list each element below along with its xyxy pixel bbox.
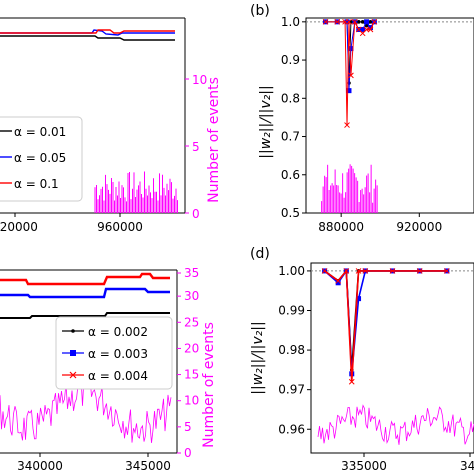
panel-d-y-tick-label: 0.97 — [278, 383, 305, 397]
panel-b-label: (b) — [250, 3, 270, 19]
panel-a-legend-2: α = 0.1 — [14, 177, 59, 191]
panel-a-legend-1: α = 0.05 — [14, 151, 66, 165]
panel-d-point — [335, 280, 341, 286]
panel-b-point — [351, 18, 358, 25]
panel-c-series-black — [0, 312, 170, 319]
panel-d-y-tick-label: 0.96 — [278, 422, 305, 436]
panel-d-point — [348, 378, 355, 385]
panel-b-series — [322, 18, 378, 128]
panel-a-event-histogram — [94, 171, 178, 213]
panel-c-series-blue — [0, 287, 170, 299]
panel-a-y2-tick-10: 10 — [192, 73, 207, 87]
panel-b-point — [322, 18, 329, 25]
panel-c-y2-ticks: 0 5 10 15 20 25 30 35 — [177, 266, 199, 460]
panel-d-event-histogram — [317, 404, 474, 445]
panel-b-point — [364, 23, 369, 28]
panel-d-y-label: ||w₂||/||v₂|| — [250, 321, 266, 394]
panel-b-point — [344, 19, 350, 25]
panel-d-point — [355, 268, 362, 274]
panel-b-point — [346, 88, 352, 94]
panel-a-y2-ticks: 0 5 10 — [185, 73, 207, 221]
panel-c-y2-tick-label: 35 — [184, 266, 199, 280]
panel-d-point — [416, 268, 423, 274]
panel-b-point — [368, 20, 373, 24]
panel-d-series — [321, 268, 450, 385]
panel-b-x-ticks: 880000 920000 — [318, 213, 442, 234]
panel-b-point — [360, 26, 366, 32]
panel-c-y2-tick-label: 0 — [184, 446, 192, 460]
panel-b-y-tick-label: 0.9 — [281, 53, 300, 67]
panel-c-legend: α = 0.002 α = 0.003 α = 0.004 — [55, 316, 173, 390]
panel-b-x-tick-label: 920000 — [396, 220, 442, 234]
panel-c-y2-tick-label: 10 — [184, 394, 199, 408]
panel-b-point — [367, 25, 373, 31]
panel-a-y2-label: Number of events — [206, 77, 222, 203]
panel-c-y2-tick-label: 30 — [184, 289, 199, 303]
panel-b-event-histogram — [321, 164, 378, 213]
panel-d-point — [343, 268, 350, 274]
panel-d-y-ticks: 0.96 0.97 0.98 0.99 1.00 — [278, 264, 311, 436]
panel-b-point — [371, 18, 378, 25]
panel-b-point — [356, 20, 361, 24]
panel-c-y2-tick-label: 15 — [184, 368, 199, 382]
panel-b-y-tick-label: 0.8 — [281, 91, 300, 105]
panel-d-point — [389, 268, 396, 274]
panel-c-legend-0: α = 0.002 — [88, 325, 148, 339]
panel-d-x-tick-1: 340 — [460, 459, 474, 473]
panel-d-axes — [310, 262, 474, 454]
panel-c-series-red — [0, 272, 170, 286]
panel-d-x-tick-0: 335000 — [341, 459, 387, 473]
panel-b-y-tick-label: 0.6 — [281, 168, 300, 182]
panel-a-legend: α = 0.01 α = 0.05 α = 0.1 — [0, 116, 83, 202]
panel-d-y-tick-label: 0.98 — [278, 343, 305, 357]
panel-a-legend-0: α = 0.01 — [14, 125, 66, 139]
panel-d-label: (d) — [250, 246, 270, 262]
panel-d-series-line-1 — [324, 268, 447, 374]
panel-c: 0 5 10 15 20 25 30 35 Number of events 340000 3… — [0, 266, 217, 473]
panel-d-point — [356, 296, 362, 302]
panel-b: (b) 0.5 0.6 0.7 0.8 0.9 1.0 880000 920000 ||w₂… — [250, 3, 474, 234]
panel-b-point — [348, 72, 354, 79]
panel-c-y2-tick-label: 20 — [184, 341, 199, 355]
panel-b-point — [348, 46, 354, 52]
panel-d-y-tick-label: 0.99 — [278, 304, 305, 318]
panel-b-y-ticks: 0.5 0.6 0.7 0.8 0.9 1.0 — [281, 15, 306, 220]
panel-c-y2-tick-label: 5 — [184, 420, 192, 434]
panel-a-series-black — [0, 35, 175, 41]
panel-b-y-tick-label: 0.5 — [281, 206, 300, 220]
panel-b-axes — [305, 17, 474, 214]
panel-c-x-tick-0: 340000 — [17, 459, 63, 473]
panel-a-y2-tick-5: 5 — [192, 140, 200, 154]
panel-c-legend-2: α = 0.004 — [88, 369, 148, 383]
panel-a-y2-tick-0: 0 — [192, 207, 200, 221]
panel-b-point — [364, 19, 370, 25]
panel-a-x-tick-1: 960000 — [97, 220, 143, 234]
panel-d-point — [321, 268, 328, 274]
panel-d-series-line-2 — [324, 268, 447, 382]
panel-d-point — [362, 268, 369, 274]
panel-b-point — [334, 18, 341, 25]
panel-b-y-tick-label: 1.0 — [281, 15, 300, 29]
panel-d: (d) 0.96 0.97 0.98 0.99 1.00 335000 340 ||w₂… — [250, 246, 474, 473]
panel-d-point — [335, 277, 342, 284]
panel-d-point — [443, 268, 450, 274]
panel-d-y-tick-label: 1.00 — [278, 264, 305, 278]
panel-b-point — [346, 18, 352, 25]
panel-c-x-tick-1: 345000 — [125, 459, 171, 473]
panel-c-y2-tick-label: 25 — [184, 315, 199, 329]
panel-a-x-tick-0: 920000 — [0, 220, 38, 234]
panel-b-point — [367, 26, 374, 33]
panel-b-point — [360, 20, 365, 24]
panel-c-legend-1: α = 0.003 — [88, 347, 148, 361]
panel-a: 0 5 10 Number of events 920000 960000 α … — [0, 17, 222, 234]
panel-d-series-line-0 — [324, 268, 447, 370]
panel-b-y-tick-label: 0.7 — [281, 130, 300, 144]
panel-a-series-red — [0, 29, 175, 34]
panel-b-point — [344, 122, 350, 128]
panel-c-y2-label: Number of events — [201, 322, 217, 448]
panel-b-y-label: ||w₂||/||v₂|| — [258, 85, 274, 158]
panel-b-x-tick-label: 880000 — [318, 220, 364, 234]
